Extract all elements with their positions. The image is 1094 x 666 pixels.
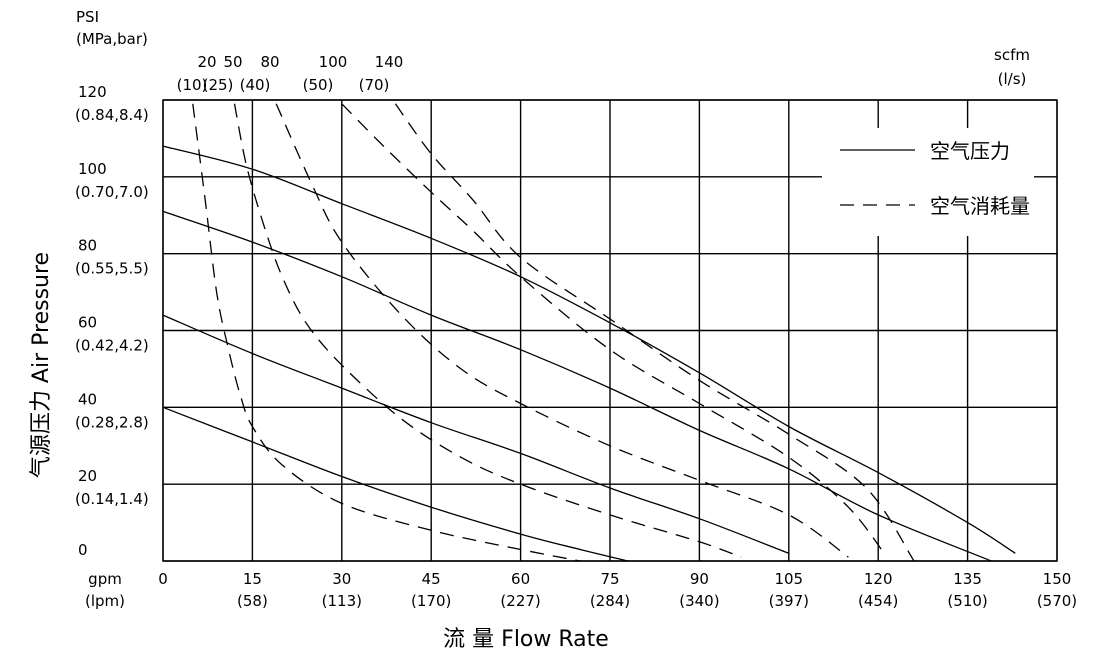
x-tick-label: 45 (422, 570, 441, 588)
x-tick-label-lpm: (510) (947, 592, 987, 610)
scfm-tick-label-ls: (40) (240, 76, 271, 94)
scfm-tick-label: 50 (223, 53, 242, 71)
scfm-tick-label: 140 (375, 53, 404, 71)
y-tick-label: 40 (78, 390, 97, 408)
x-tick-label-lpm: (113) (322, 592, 362, 610)
x-tick-labels: 0 15 (58) 30 (113) 45 (170) 60 (227) 75 (284) 90 (34… (158, 570, 1077, 610)
scfm-tick-label-ls: (50) (303, 76, 334, 94)
series-layer (162, 103, 1016, 562)
y-unit-label: PSI (76, 8, 99, 26)
x-tick-label-lpm: (170) (411, 592, 451, 610)
air-consumption-curve-6 (275, 103, 849, 558)
y-tick-label-mpa: (0.14,1.4) (75, 490, 149, 508)
x-tick-label-lpm: (454) (858, 592, 898, 610)
air-pressure-curve-2 (162, 314, 790, 554)
air-consumption-curve-7 (341, 103, 885, 554)
scfm-unit-label-alt: (l/s) (998, 70, 1027, 88)
x-tick-label-lpm: (227) (500, 592, 540, 610)
x-tick-label: 0 (158, 570, 168, 588)
legend: 空气压力 空气消耗量 (822, 128, 1034, 236)
x-tick-label: 150 (1043, 570, 1072, 588)
x-tick-label: 60 (511, 570, 530, 588)
y-axis-title: 气源压力 Air Pressure (29, 252, 54, 478)
air-consumption-curve-5 (233, 103, 742, 558)
scfm-unit-label: scfm (994, 46, 1030, 64)
y-tick-label: 100 (78, 160, 107, 178)
y-unit-label-alt: (MPa,bar) (76, 30, 148, 48)
air-consumption-curve-8 (394, 103, 915, 562)
air-pressure-curve-3 (162, 406, 629, 562)
scfm-tick-label: 100 (319, 53, 348, 71)
x-tick-label: 120 (864, 570, 893, 588)
x-tick-label: 75 (600, 570, 619, 588)
y-tick-label-mpa: (0.84,8.4) (75, 106, 149, 124)
scfm-tick-label-ls: (25) (203, 76, 234, 94)
scfm-tick-label-ls: (70) (359, 76, 390, 94)
x-tick-label-lpm: (58) (237, 592, 268, 610)
y-tick-label-mpa: (0.70,7.0) (75, 183, 149, 201)
air-consumption-curve-4 (192, 103, 581, 562)
y-tick-label: 20 (78, 467, 97, 485)
legend-label-dashed: 空气消耗量 (930, 194, 1030, 218)
y-tick-label: 60 (78, 314, 97, 332)
y-tick-label-mpa: (0.55,5.5) (75, 260, 149, 278)
x-tick-label: 15 (243, 570, 262, 588)
x-tick-label-lpm: (284) (590, 592, 630, 610)
x-tick-label: 135 (953, 570, 982, 588)
scfm-tick-label-ls: (10) (177, 76, 208, 94)
scfm-tick-labels: 20 (10) 50 (25) 80 (40) 100 (50) 140 (70) (177, 53, 404, 94)
air-pressure-curve-1 (162, 210, 992, 562)
x-unit-label: gpm (88, 570, 122, 588)
legend-label-solid: 空气压力 (930, 139, 1010, 163)
air-pressure-curve-0 (162, 145, 1016, 554)
x-tick-label-lpm: (570) (1037, 592, 1077, 610)
x-axis-title: 流 量 Flow Rate (443, 627, 609, 652)
x-tick-label: 105 (774, 570, 803, 588)
x-tick-label: 30 (332, 570, 351, 588)
x-tick-label: 90 (690, 570, 709, 588)
y-tick-label-mpa: (0.28,2.8) (75, 413, 149, 431)
scfm-tick-label: 80 (260, 53, 279, 71)
y-tick-label: 80 (78, 237, 97, 255)
x-unit-label-alt: (lpm) (85, 592, 125, 610)
x-tick-label-lpm: (397) (769, 592, 809, 610)
grid (162, 99, 1058, 562)
y-tick-label: 0 (78, 541, 88, 559)
y-tick-labels: 0 20 (0.14,1.4) 40 (0.28,2.8) 60 (0.42,4.2) 80 (… (75, 83, 149, 559)
y-tick-label-mpa: (0.42,4.2) (75, 337, 149, 355)
scfm-tick-label: 20 (197, 53, 216, 71)
y-tick-label: 120 (78, 83, 107, 101)
x-tick-label-lpm: (340) (679, 592, 719, 610)
